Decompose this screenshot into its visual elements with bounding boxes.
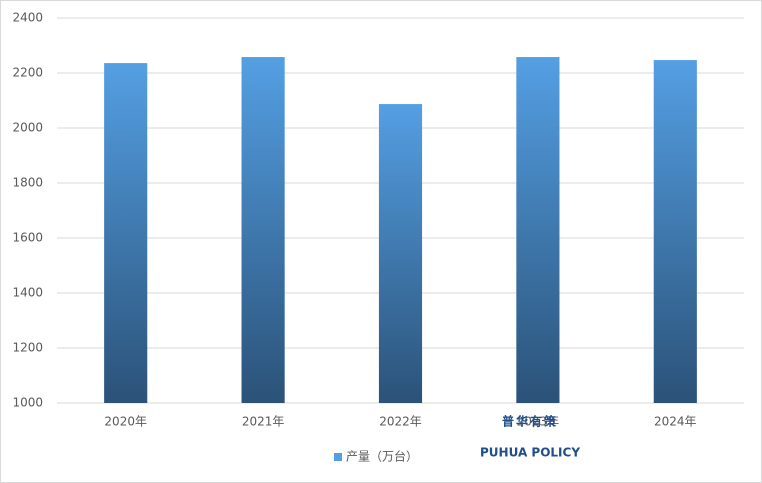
y-tick-label: 1800 <box>12 176 43 190</box>
bar <box>104 63 148 403</box>
bar <box>653 60 697 403</box>
y-tick-label: 1400 <box>12 286 43 300</box>
y-tick-label: 1200 <box>12 341 43 355</box>
watermark-subtitle: PUHUA POLICY <box>480 446 580 460</box>
x-tick-label: 2020年 <box>104 415 147 429</box>
bar <box>516 57 560 404</box>
x-tick-label: 2023年 <box>517 415 560 429</box>
legend-label: 产量（万台） <box>346 449 418 464</box>
y-tick-label: 1000 <box>12 396 43 410</box>
y-tick-label: 2000 <box>12 121 43 135</box>
legend-swatch <box>334 453 342 461</box>
y-tick-label: 2200 <box>12 66 43 80</box>
bar <box>378 104 423 403</box>
x-tick-label: 2022年 <box>379 415 422 429</box>
x-tick-label: 2024年 <box>654 415 697 429</box>
y-tick-label: 2400 <box>12 11 43 25</box>
x-tick-label: 2021年 <box>242 415 285 429</box>
watermark-title: 普华有策 <box>502 414 558 429</box>
bar <box>241 57 285 404</box>
y-tick-label: 1600 <box>12 231 43 245</box>
